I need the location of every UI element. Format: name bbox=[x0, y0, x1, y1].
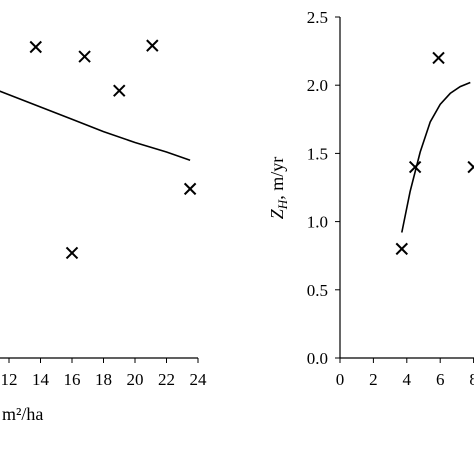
data-point bbox=[29, 40, 42, 54]
panel-right: 0 2 4 6 8 0.0 0.5 1.0 1.5 2.0 2.5 ZH, m/yr bbox=[267, 8, 474, 389]
y-tick-label: 1.5 bbox=[307, 144, 328, 163]
x-tick-label: 18 bbox=[95, 370, 112, 389]
x-tick-label: 20 bbox=[127, 370, 144, 389]
data-point-stroke bbox=[113, 84, 126, 97]
data-point bbox=[467, 160, 474, 174]
data-point bbox=[432, 51, 445, 65]
x-tick-label: 22 bbox=[158, 370, 175, 389]
panel-left: 12 14 16 18 20 22 24 m²/ha bbox=[0, 39, 208, 424]
trend-line bbox=[0, 90, 191, 161]
y-tick-label: 2.5 bbox=[307, 8, 328, 27]
x-tick-label: 12 bbox=[1, 370, 18, 389]
data-point-stroke bbox=[146, 39, 159, 52]
data-point-stroke bbox=[183, 182, 197, 196]
data-point bbox=[113, 84, 126, 97]
x-tick-label: 6 bbox=[436, 370, 445, 389]
data-point bbox=[65, 246, 79, 260]
y-tick-label: 2.0 bbox=[307, 76, 328, 95]
data-point bbox=[395, 242, 408, 256]
x-tick-label: 14 bbox=[32, 370, 50, 389]
x-tick-label: 2 bbox=[369, 370, 378, 389]
data-point bbox=[183, 182, 197, 196]
x-tick-label: 8 bbox=[469, 370, 474, 389]
data-point-stroke bbox=[408, 160, 422, 174]
x-tick-label: 4 bbox=[403, 370, 412, 389]
y-axis-label: ZH, m/yr bbox=[267, 157, 290, 219]
data-point bbox=[78, 50, 91, 63]
data-point-stroke bbox=[65, 246, 79, 260]
data-point bbox=[146, 39, 159, 52]
x-axis-label: m²/ha bbox=[2, 404, 43, 424]
y-tick-label: 0.5 bbox=[307, 281, 328, 300]
data-point-stroke bbox=[432, 51, 445, 65]
y-tick-label: 1.0 bbox=[307, 213, 328, 232]
x-tick-label: 0 bbox=[336, 370, 345, 389]
data-point-stroke bbox=[78, 50, 91, 63]
data-point bbox=[408, 160, 422, 174]
x-tick-label: 24 bbox=[190, 370, 208, 389]
y-tick-label: 0.0 bbox=[307, 349, 328, 368]
data-point-stroke bbox=[395, 242, 408, 256]
trend-line bbox=[401, 81, 471, 233]
x-tick-label: 16 bbox=[64, 370, 81, 389]
data-point-stroke bbox=[29, 40, 42, 54]
